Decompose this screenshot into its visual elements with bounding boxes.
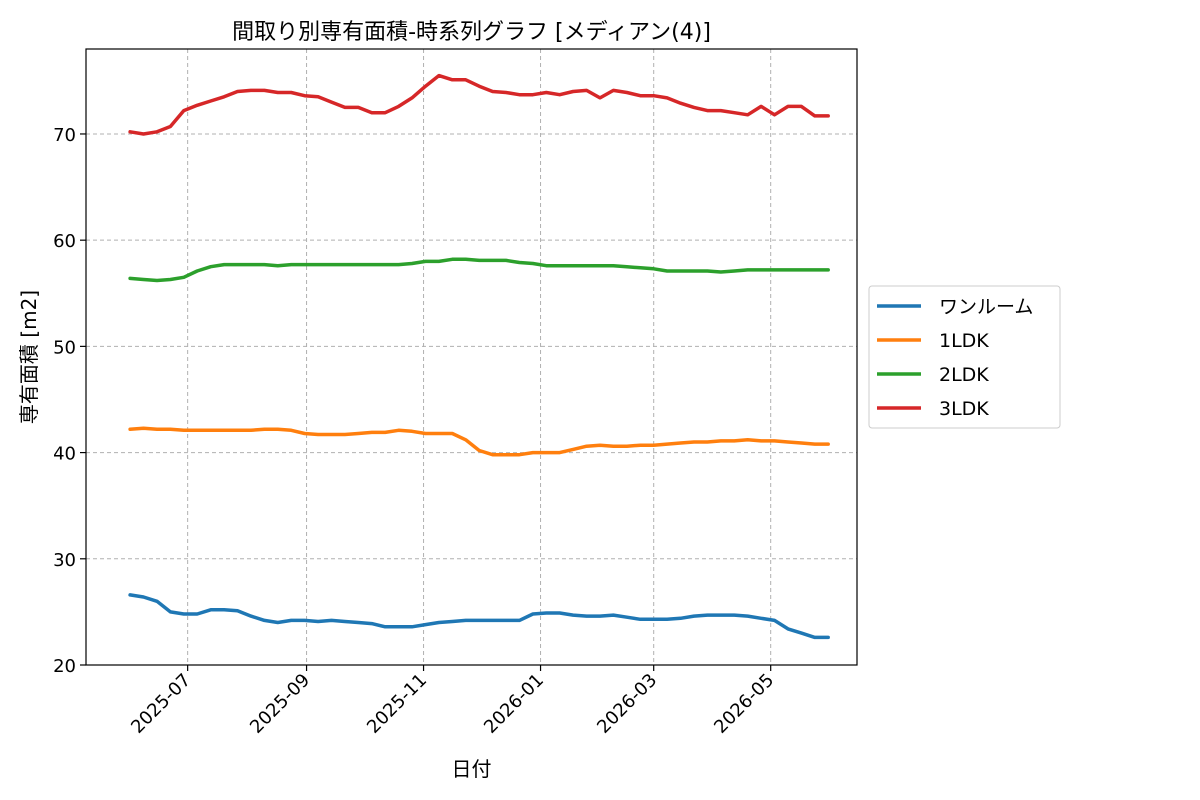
series-line-2 <box>128 257 830 283</box>
x-tick-label: 2025-07 <box>127 670 195 738</box>
legend-label-2: 2LDK <box>939 364 989 386</box>
legend: ワンルーム 1LDK 2LDK 3LDK <box>868 285 1061 429</box>
series-lines <box>128 73 830 640</box>
legend-label-3: 3LDK <box>939 398 989 420</box>
series-line-1 <box>128 426 830 457</box>
y-tick-label: 20 <box>53 656 76 677</box>
x-tick-label: 2025-09 <box>246 670 314 738</box>
legend-label-0: ワンルーム <box>939 296 1033 318</box>
y-tick-label: 50 <box>53 337 76 358</box>
y-tick-label: 70 <box>53 125 76 146</box>
x-tick-label: 2026-05 <box>710 670 778 738</box>
x-tick-label: 2026-01 <box>480 670 548 738</box>
legend-box <box>868 285 1061 429</box>
y-tick-label: 60 <box>53 231 76 252</box>
y-tick-label: 30 <box>53 550 76 571</box>
x-tick-label: 2026-03 <box>593 670 661 738</box>
x-axis-label: 日付 <box>452 757 492 781</box>
x-tick-label: 2025-11 <box>363 670 431 738</box>
grid-lines <box>86 49 857 666</box>
y-axis-label: 専有面積 [m2] <box>17 290 41 424</box>
plot-frame <box>85 48 858 666</box>
series-line-3 <box>128 73 830 136</box>
chart-title: 間取り別専有面積-時系列グラフ [メディアン(4)] <box>232 20 711 45</box>
series-line-0 <box>128 593 830 640</box>
legend-label-1: 1LDK <box>939 330 989 352</box>
y-tick-label: 40 <box>53 444 76 465</box>
